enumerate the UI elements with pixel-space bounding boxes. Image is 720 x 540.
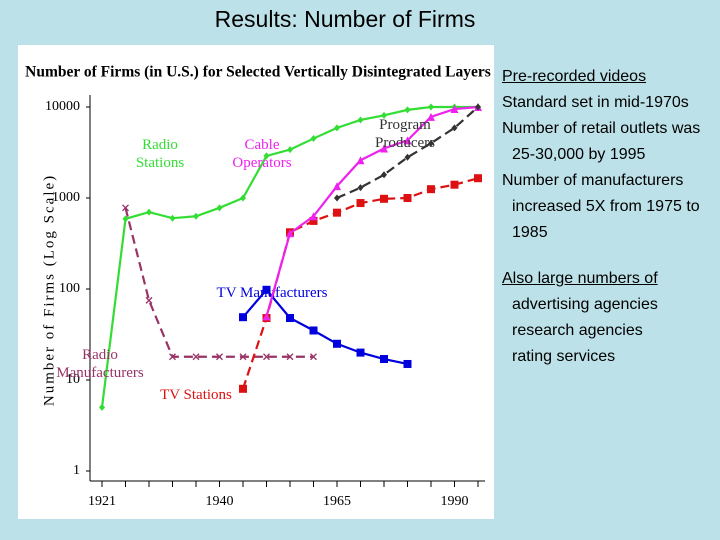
series-label: TV Stations [160, 387, 232, 403]
x-tick-label: 1965 [323, 494, 351, 509]
point [381, 171, 387, 179]
point [169, 214, 176, 222]
point [309, 212, 318, 221]
point [286, 314, 294, 323]
series-label-box: Radio Manufacturers [56, 347, 144, 381]
point [428, 103, 434, 111]
point [380, 355, 388, 364]
chart-title: Number of Firms (in U.S.) for Selected V… [25, 64, 491, 81]
point [403, 194, 412, 202]
series-line [265, 105, 479, 317]
point [404, 153, 411, 161]
note-item: Number of manufacturers increased 5X fro… [502, 172, 700, 241]
point [99, 403, 105, 411]
point [262, 312, 271, 321]
series-label: Cable Operators [232, 137, 292, 171]
point [310, 353, 317, 361]
point [240, 194, 246, 202]
series-label-box: Program Producers [375, 117, 435, 151]
point [380, 194, 388, 203]
y-tick-label: 100 [59, 281, 80, 296]
point [450, 105, 459, 114]
point [333, 208, 341, 217]
point [357, 116, 364, 124]
x-tick-label: 1940 [206, 494, 234, 509]
point [427, 185, 435, 194]
point [404, 106, 411, 114]
point [475, 103, 481, 111]
series-label: Radio Manufacturers [56, 347, 144, 381]
point [356, 348, 365, 357]
point [428, 139, 434, 147]
point [239, 384, 247, 393]
point [192, 353, 200, 361]
point [309, 216, 318, 225]
note-sub-item: advertising agencies [512, 296, 658, 313]
series-label-box: Cable Operators [232, 137, 292, 171]
x-tick-label: 1921 [88, 494, 116, 509]
note-sub-item: research agencies [512, 322, 643, 339]
point [333, 182, 341, 191]
point [286, 353, 294, 361]
point [450, 180, 459, 189]
point [427, 112, 435, 121]
point [357, 184, 364, 192]
note-item: Pre-recorded videos [502, 68, 647, 85]
point [146, 208, 152, 216]
y-axis-label: Number of Firms (Log Scale) [41, 174, 57, 406]
series-line [124, 207, 314, 358]
point [239, 313, 247, 322]
point [403, 359, 412, 368]
point [216, 353, 223, 361]
point [263, 152, 270, 160]
point [356, 156, 365, 165]
point [262, 285, 271, 294]
point [334, 194, 340, 202]
point [380, 144, 388, 153]
point [169, 353, 176, 361]
point [145, 296, 153, 304]
point [122, 215, 129, 223]
point [451, 124, 458, 132]
y-tick-label: 1000 [52, 190, 80, 205]
point [287, 146, 293, 154]
series-label-box: TV Manufacturers [217, 285, 328, 301]
point [286, 229, 294, 238]
note-sub-item: rating services [512, 348, 616, 365]
point [334, 124, 340, 132]
series-label: Radio Stations [135, 137, 185, 171]
point [381, 111, 387, 119]
note-heading: Also large numbers of [502, 270, 658, 287]
series-label: Program Producers [375, 117, 435, 151]
note-item: Standard set in mid-1970s [502, 94, 689, 111]
y-tick-label: 1 [73, 463, 80, 478]
point [474, 174, 482, 183]
point [403, 136, 412, 145]
y-tick-label: 10 [66, 372, 80, 387]
x-tick-label: 1990 [441, 494, 469, 509]
point [263, 353, 270, 361]
slide-title: Results: Number of Firms [214, 6, 476, 32]
point [122, 204, 129, 212]
chart-panel [18, 45, 494, 519]
point [239, 353, 247, 361]
note-item: Number of retail outlets was 25-30,000 b… [502, 120, 701, 163]
point [356, 199, 365, 208]
point [333, 339, 341, 348]
notes: Pre-recorded videos Standard set in mid-1… [502, 64, 702, 370]
series-label-box: TV Stations [160, 387, 232, 403]
y-tick-label: 10000 [45, 99, 80, 114]
point [309, 326, 318, 335]
point [216, 204, 223, 212]
point [310, 135, 317, 143]
point [193, 212, 199, 220]
series-label-box: Radio Stations [135, 137, 185, 171]
